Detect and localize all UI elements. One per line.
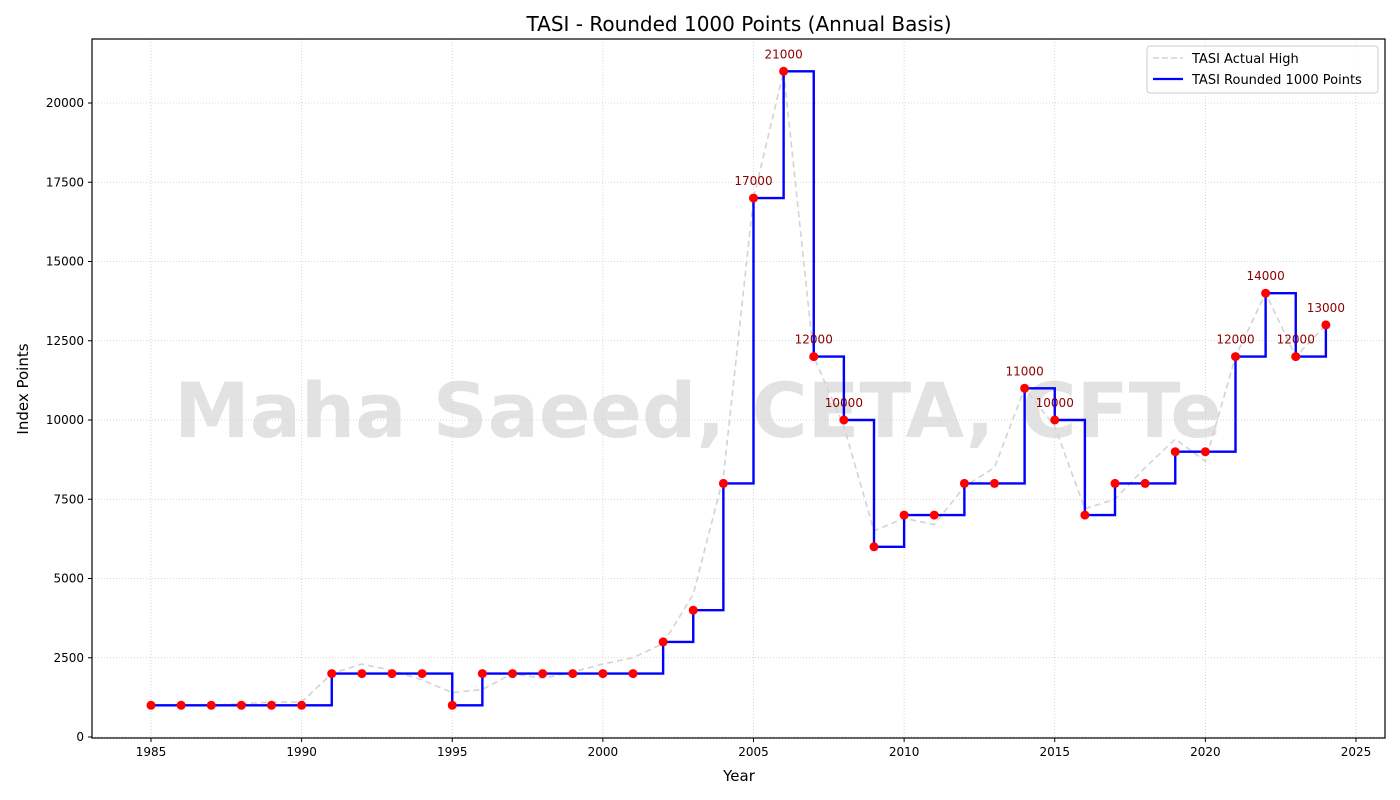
x-axis-ticks: 1985 1990 1995 2000 2005 2010 2015 2020 2025	[136, 738, 1372, 759]
data-point-marker	[1261, 288, 1271, 298]
data-markers	[146, 66, 1331, 710]
data-point-marker	[297, 700, 307, 710]
data-point-marker	[869, 542, 879, 552]
series-rounded	[151, 70, 1328, 707]
x-tick-label: 2015	[1039, 745, 1070, 759]
data-point-marker	[718, 478, 728, 488]
data-point-marker	[959, 478, 969, 488]
x-tick-label: 1990	[286, 745, 317, 759]
y-tick-label: 0	[76, 730, 84, 744]
data-point-marker	[1291, 352, 1301, 362]
data-point-marker	[899, 510, 909, 520]
y-tick-label: 20000	[46, 96, 84, 110]
data-point-marker	[1050, 415, 1060, 425]
value-annotation: 21000	[765, 47, 803, 61]
data-point-marker	[538, 669, 548, 679]
y-tick-label: 2500	[53, 651, 84, 665]
data-point-marker	[779, 66, 789, 76]
data-point-marker	[839, 415, 849, 425]
legend-label-actual: TASI Actual High	[1191, 52, 1299, 67]
data-point-marker	[749, 193, 758, 203]
data-point-marker	[477, 669, 487, 679]
value-annotation: 17000	[734, 174, 772, 188]
data-point-marker	[628, 669, 638, 679]
y-tick-label: 10000	[46, 413, 84, 427]
chart-title: TASI - Rounded 1000 Points (Annual Basis…	[525, 12, 951, 36]
y-axis-ticks: 0 2500 5000 7500 10000 12500 15000 17500 20000	[46, 96, 92, 744]
data-point-marker	[568, 669, 578, 679]
x-axis-title: Year	[722, 767, 756, 785]
x-tick-label: 2005	[738, 745, 769, 759]
rounded-step-line	[151, 70, 1328, 707]
data-point-marker	[929, 510, 939, 520]
value-annotation: 12000	[795, 333, 833, 347]
value-annotation: 14000	[1247, 269, 1285, 283]
data-point-marker	[1170, 447, 1180, 457]
data-point-marker	[176, 700, 186, 710]
value-annotation: 13000	[1307, 301, 1345, 315]
data-point-marker	[447, 700, 457, 710]
data-point-marker	[688, 605, 698, 615]
watermark: Maha Saeed, CETA, CFTe	[174, 366, 1222, 455]
data-point-marker	[598, 669, 608, 679]
value-annotation: 12000	[1216, 333, 1254, 347]
legend-box	[1146, 45, 1379, 94]
data-point-marker	[267, 700, 276, 710]
x-tick-label: 2000	[588, 745, 619, 759]
data-annotations: 17000 21000 12000 10000 11000 10000 12000 14000…	[734, 47, 1345, 410]
value-annotation: 10000	[825, 396, 863, 410]
data-point-marker	[1080, 510, 1090, 520]
data-point-marker	[990, 478, 999, 488]
data-point-marker	[658, 637, 668, 647]
data-point-marker	[357, 669, 367, 679]
plot-frame	[91, 38, 1386, 739]
y-axis-title: Index Points	[14, 343, 32, 434]
legend: TASI Actual High TASI Rounded 1000 Point…	[1146, 45, 1379, 94]
y-tick-label: 15000	[46, 255, 84, 269]
data-point-marker	[417, 669, 427, 679]
data-point-marker	[1020, 383, 1030, 393]
x-tick-label: 2025	[1341, 745, 1372, 759]
value-annotation: 11000	[1006, 364, 1044, 378]
grid-lines	[92, 39, 1385, 738]
data-point-marker	[1321, 320, 1331, 330]
data-point-marker	[1200, 447, 1210, 457]
x-tick-label: 2020	[1190, 745, 1221, 759]
data-point-marker	[236, 700, 246, 710]
data-point-marker	[206, 700, 216, 710]
x-tick-label: 1995	[437, 745, 468, 759]
legend-label-rounded: TASI Rounded 1000 Points	[1191, 73, 1362, 88]
data-point-marker	[508, 669, 517, 679]
data-point-marker	[1110, 478, 1120, 488]
data-point-marker	[146, 700, 156, 710]
y-tick-label: 5000	[53, 572, 84, 586]
y-tick-label: 7500	[53, 492, 84, 506]
data-point-marker	[327, 669, 337, 679]
y-tick-label: 12500	[46, 334, 84, 348]
value-annotation: 12000	[1277, 333, 1315, 347]
y-tick-label: 17500	[46, 175, 84, 189]
data-point-marker	[1231, 352, 1240, 362]
value-annotation: 10000	[1036, 396, 1074, 410]
data-point-marker	[809, 352, 819, 362]
data-point-marker	[387, 669, 397, 679]
data-point-marker	[1140, 478, 1150, 488]
x-tick-label: 1985	[136, 745, 167, 759]
x-tick-label: 2010	[889, 745, 920, 759]
